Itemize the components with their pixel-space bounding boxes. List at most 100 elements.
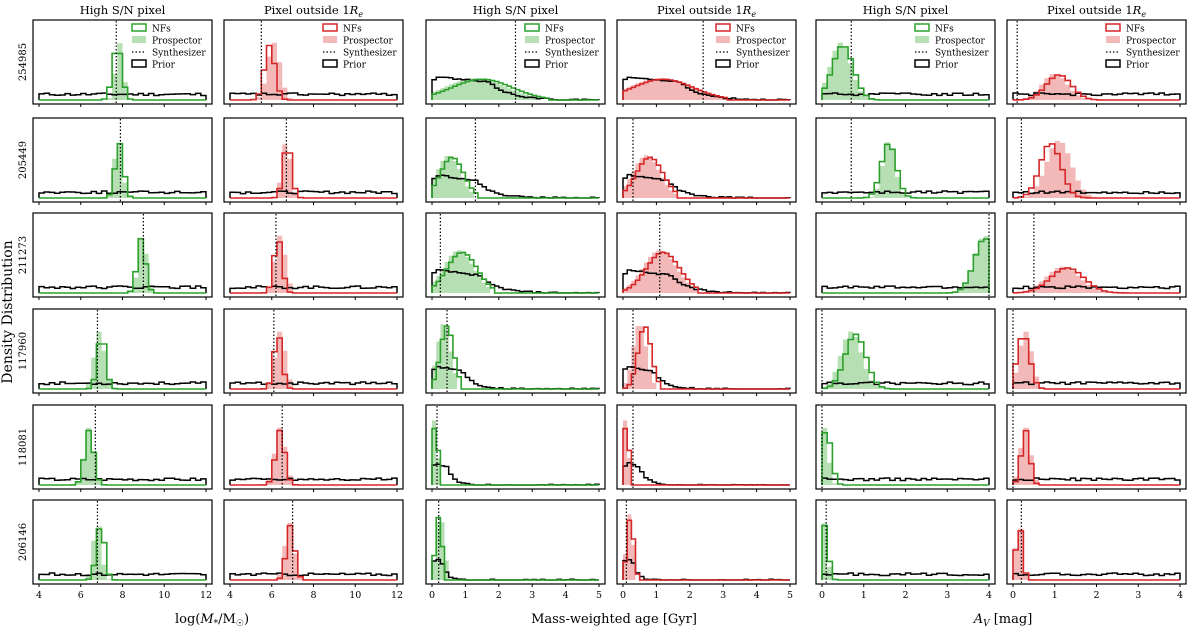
legend-prospector-swatch <box>525 36 539 43</box>
panel-205449-av-high <box>815 117 996 205</box>
x-tick-label: 4 <box>754 590 760 601</box>
x-tick-label: 4 <box>986 590 992 601</box>
panel-254985-av-high: NFs Prospector Synthesizer Prior <box>815 19 996 107</box>
nf-histogram <box>230 44 397 101</box>
legend-prospector-swatch <box>915 36 929 43</box>
panel-117960-av-high <box>815 308 996 396</box>
x-tick-label: 6 <box>78 590 84 601</box>
panel-211273-mass-outside <box>223 212 404 300</box>
legend-prior-swatch <box>914 59 930 68</box>
panel-206146-mass-high: 4 6 8 10 12 <box>32 499 213 601</box>
legend-label-prospector: Prospector <box>935 37 986 47</box>
panel-254985-age-high: NFs Prospector Synthesizer Prior <box>425 19 606 107</box>
panel-254985-age-outside: NFs Prospector Synthesizer Prior <box>616 19 797 107</box>
panel-118081-age-outside <box>616 404 797 492</box>
x-tick-label: 0 <box>620 590 626 601</box>
legend-label-synthesizer: Synthesizer <box>152 49 206 59</box>
x-tick-label: 8 <box>310 590 316 601</box>
legend-nf-swatch <box>715 23 731 32</box>
legend-label-prospector: Prospector <box>545 37 596 47</box>
prospector-histogram <box>1013 427 1180 485</box>
prior-histogram <box>38 477 207 485</box>
nf-histogram <box>1012 338 1180 390</box>
prospector-histogram <box>230 522 397 580</box>
panel-frame <box>223 308 404 394</box>
nf-histogram <box>821 46 989 101</box>
legend-prior-swatch <box>131 59 147 68</box>
legend-label-synthesizer: Synthesizer <box>935 49 989 59</box>
x-tick-label: 1 <box>653 590 659 601</box>
prior-histogram <box>821 572 990 580</box>
prospector-histogram <box>623 78 790 100</box>
prospector-histogram <box>230 144 397 198</box>
panel-frame <box>223 404 404 490</box>
x-tick-label: 1 <box>1052 590 1058 601</box>
panel-frame <box>1006 499 1187 585</box>
prospector-histogram <box>432 78 599 100</box>
panel-254985-mass-high: NFs Prospector Synthesizer Prior <box>32 19 213 107</box>
legend-nf-swatch <box>524 23 540 32</box>
x-tick-label: 2 <box>687 590 693 601</box>
prospector-histogram <box>623 250 790 293</box>
legend-label-prior: Prior <box>545 61 569 71</box>
nf-histogram <box>622 251 790 294</box>
legend-label-synthesizer: Synthesizer <box>1126 49 1180 59</box>
legend-nf-swatch <box>914 23 930 32</box>
x-tick-label: 4 <box>1177 590 1183 601</box>
panel-frame <box>425 404 606 490</box>
legend-label-synthesizer: Synthesizer <box>545 49 599 59</box>
legend-label-prospector: Prospector <box>152 37 203 47</box>
x-axis-label-av: AV [mag] <box>973 612 1033 629</box>
nf-histogram <box>230 241 397 294</box>
prior-histogram <box>821 477 990 485</box>
row-label-211273: 211273 <box>18 236 29 274</box>
nf-histogram <box>1012 530 1180 581</box>
nf-histogram <box>39 528 206 581</box>
panel-frame <box>1006 117 1187 203</box>
x-tick-label: 6 <box>269 590 275 601</box>
x-tick-label: 0 <box>819 590 825 601</box>
prospector-histogram <box>1013 331 1180 389</box>
legend-prospector-swatch <box>323 36 337 43</box>
legend-label-prior: Prior <box>935 61 959 71</box>
nf-histogram <box>822 143 989 199</box>
prospector-histogram <box>39 427 206 485</box>
legend-prospector-swatch <box>1106 36 1120 43</box>
panel-118081-av-high <box>815 404 996 492</box>
legend-label-synthesizer: Synthesizer <box>736 49 790 59</box>
nf-histogram <box>39 52 206 101</box>
panel-frame <box>32 308 213 394</box>
prior-histogram <box>229 190 398 198</box>
prior-histogram <box>1012 477 1181 485</box>
x-tick-label: 0 <box>1010 590 1016 601</box>
prospector-histogram <box>822 331 989 389</box>
x-tick-label: 3 <box>720 590 726 601</box>
nf-histogram <box>39 237 206 294</box>
nf-histogram <box>622 427 790 486</box>
prospector-histogram <box>39 239 206 293</box>
legend-label-prospector: Prospector <box>343 37 394 47</box>
legend-prior-swatch <box>715 59 731 68</box>
x-tick-label: 2 <box>496 590 502 601</box>
prior-histogram <box>622 462 790 486</box>
nf-histogram <box>230 152 397 199</box>
legend-label-prospector: Prospector <box>1126 37 1177 47</box>
prospector-histogram <box>623 155 790 198</box>
x-tick-label: 12 <box>200 590 212 601</box>
legend-nf-swatch <box>322 23 338 32</box>
y-axis-label: Density Distribution <box>0 240 16 383</box>
panel-211273-mass-high <box>32 212 213 300</box>
column-title-5: High S/N pixel <box>863 3 949 17</box>
prospector-histogram <box>432 250 599 293</box>
panel-118081-mass-outside <box>223 404 404 492</box>
nf-histogram <box>431 78 599 101</box>
prospector-histogram <box>1013 140 1180 198</box>
panel-211273-age-outside <box>616 212 797 300</box>
prior-histogram <box>431 463 600 486</box>
legend-prospector-swatch <box>716 36 730 43</box>
nf-histogram <box>431 251 599 294</box>
legend-label-nfs: NFs <box>736 25 755 35</box>
nf-histogram <box>822 238 990 294</box>
nf-histogram <box>431 325 599 390</box>
